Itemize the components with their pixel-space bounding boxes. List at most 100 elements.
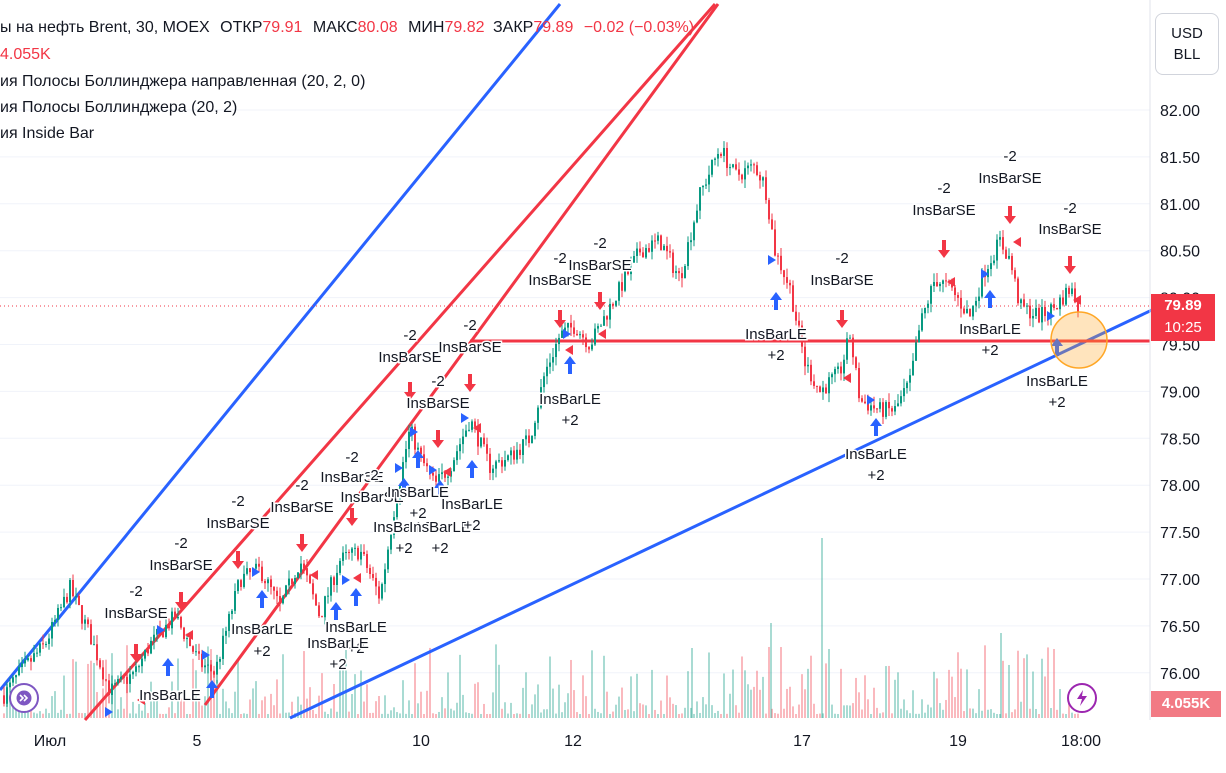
candle-body xyxy=(261,566,263,582)
volume-bar xyxy=(654,709,656,718)
indicator-legend-0[interactable]: ия Полосы Боллинджера направленная (20, … xyxy=(0,73,366,90)
candle-body xyxy=(1062,297,1064,305)
signal-label: -2 xyxy=(553,250,566,267)
replay-button[interactable] xyxy=(9,683,39,713)
buy-arrow xyxy=(206,680,218,698)
upper-blue-channel-line[interactable] xyxy=(0,3,562,691)
currency-unit-button[interactable]: USD BLL xyxy=(1155,13,1219,75)
volume-bar xyxy=(828,649,830,718)
volume-bar xyxy=(333,684,335,718)
lightning-button[interactable] xyxy=(1067,683,1097,713)
volume-bar xyxy=(192,658,194,718)
volume-bar xyxy=(567,693,569,718)
candle-body xyxy=(447,476,449,478)
volume-bar xyxy=(459,654,461,718)
candle-body xyxy=(756,165,758,175)
candle-body xyxy=(615,300,617,306)
volume-bar xyxy=(561,712,563,718)
volume-bar xyxy=(645,705,647,718)
signal-label: InsBarSE xyxy=(270,499,333,516)
signal-label: -2 xyxy=(431,373,444,390)
volume-bar xyxy=(966,669,968,718)
volume-bar xyxy=(867,699,869,718)
candle-body xyxy=(966,308,968,314)
candle-body xyxy=(258,563,260,567)
price-candles xyxy=(3,141,1079,707)
volume-bar xyxy=(687,671,689,718)
volume-bar xyxy=(135,713,137,718)
entry-marker xyxy=(429,465,437,475)
volume-bar xyxy=(465,712,467,718)
indicator-legend-2[interactable]: ия Inside Bar xyxy=(0,125,95,142)
signal-label: InsBarLE xyxy=(409,519,471,536)
volume-bar xyxy=(27,712,29,718)
candle-body xyxy=(510,450,512,456)
candle-body xyxy=(141,658,143,667)
volume-bar xyxy=(1059,689,1061,718)
candle-body xyxy=(501,460,503,467)
volume-bar xyxy=(531,704,533,718)
candle-body xyxy=(57,607,59,620)
price-axis[interactable]: 82.0081.5081.0080.5080.0079.5079.0078.50… xyxy=(1160,103,1200,683)
volume-tag: 4.055K xyxy=(1151,691,1221,717)
candle-body xyxy=(933,282,935,287)
candle-body xyxy=(588,347,590,350)
symbol-legend[interactable]: ы на нефть Brent, 30, MOEX ОТКР79.91 МАК… xyxy=(0,18,694,38)
volume-bar xyxy=(483,703,485,718)
volume-bar xyxy=(204,696,206,718)
volume-bar xyxy=(939,703,941,718)
candle-body xyxy=(477,426,479,447)
candle-body xyxy=(681,273,683,279)
price-tick-label: 79.50 xyxy=(1160,338,1200,355)
volume-bar xyxy=(1053,648,1055,718)
candle-body xyxy=(813,381,815,386)
candle-body xyxy=(666,245,668,252)
signal-label: -2 xyxy=(937,180,950,197)
volume-bar xyxy=(132,701,134,718)
volume-bar xyxy=(15,706,17,718)
volume-bar xyxy=(291,701,293,718)
candle-body xyxy=(399,485,401,501)
trend-lines[interactable] xyxy=(0,3,1153,721)
candle-body xyxy=(384,569,386,585)
candle-body xyxy=(534,422,536,436)
candle-body xyxy=(1068,287,1070,294)
support-blue-line[interactable] xyxy=(289,308,1153,720)
lower-red-channel-line[interactable] xyxy=(203,3,720,706)
signal-label: +2 xyxy=(253,643,270,660)
candle-body xyxy=(822,387,824,393)
volume-bar xyxy=(891,713,893,718)
candle-body xyxy=(1017,278,1019,304)
candle-body xyxy=(102,667,104,680)
volume-bar xyxy=(315,713,317,718)
signal-label: +2 xyxy=(463,517,480,534)
indicator-legend-1[interactable]: ия Полосы Боллинджера (20, 2) xyxy=(0,99,238,116)
volume-bar xyxy=(129,713,131,718)
volume-bar xyxy=(384,695,386,718)
upper-red-channel-line[interactable] xyxy=(83,3,717,721)
candle-body xyxy=(417,447,419,450)
volume-bar xyxy=(987,709,989,718)
candle-body xyxy=(3,695,5,704)
candle-body xyxy=(1056,307,1058,310)
price-target-circle[interactable] xyxy=(1050,311,1108,369)
volume-bar xyxy=(423,713,425,718)
candle-body xyxy=(522,439,524,455)
candle-body xyxy=(648,248,650,252)
volume-bar xyxy=(588,713,590,718)
volume-bar xyxy=(282,654,284,718)
time-axis[interactable]: Июл 5 10 12 17 19 18:00 xyxy=(34,733,1101,750)
price-tick-label: 82.00 xyxy=(1160,103,1200,120)
volume-bar xyxy=(42,713,44,718)
exit-marker xyxy=(353,573,361,583)
candle-body xyxy=(528,435,530,444)
candle-body xyxy=(195,651,197,653)
candle-body xyxy=(1005,249,1007,259)
candle-body xyxy=(603,316,605,326)
candle-body xyxy=(153,634,155,641)
volume-bar xyxy=(249,699,251,718)
candle-body xyxy=(474,421,476,427)
volume-bar xyxy=(1044,676,1046,718)
sell-arrow xyxy=(346,508,358,526)
